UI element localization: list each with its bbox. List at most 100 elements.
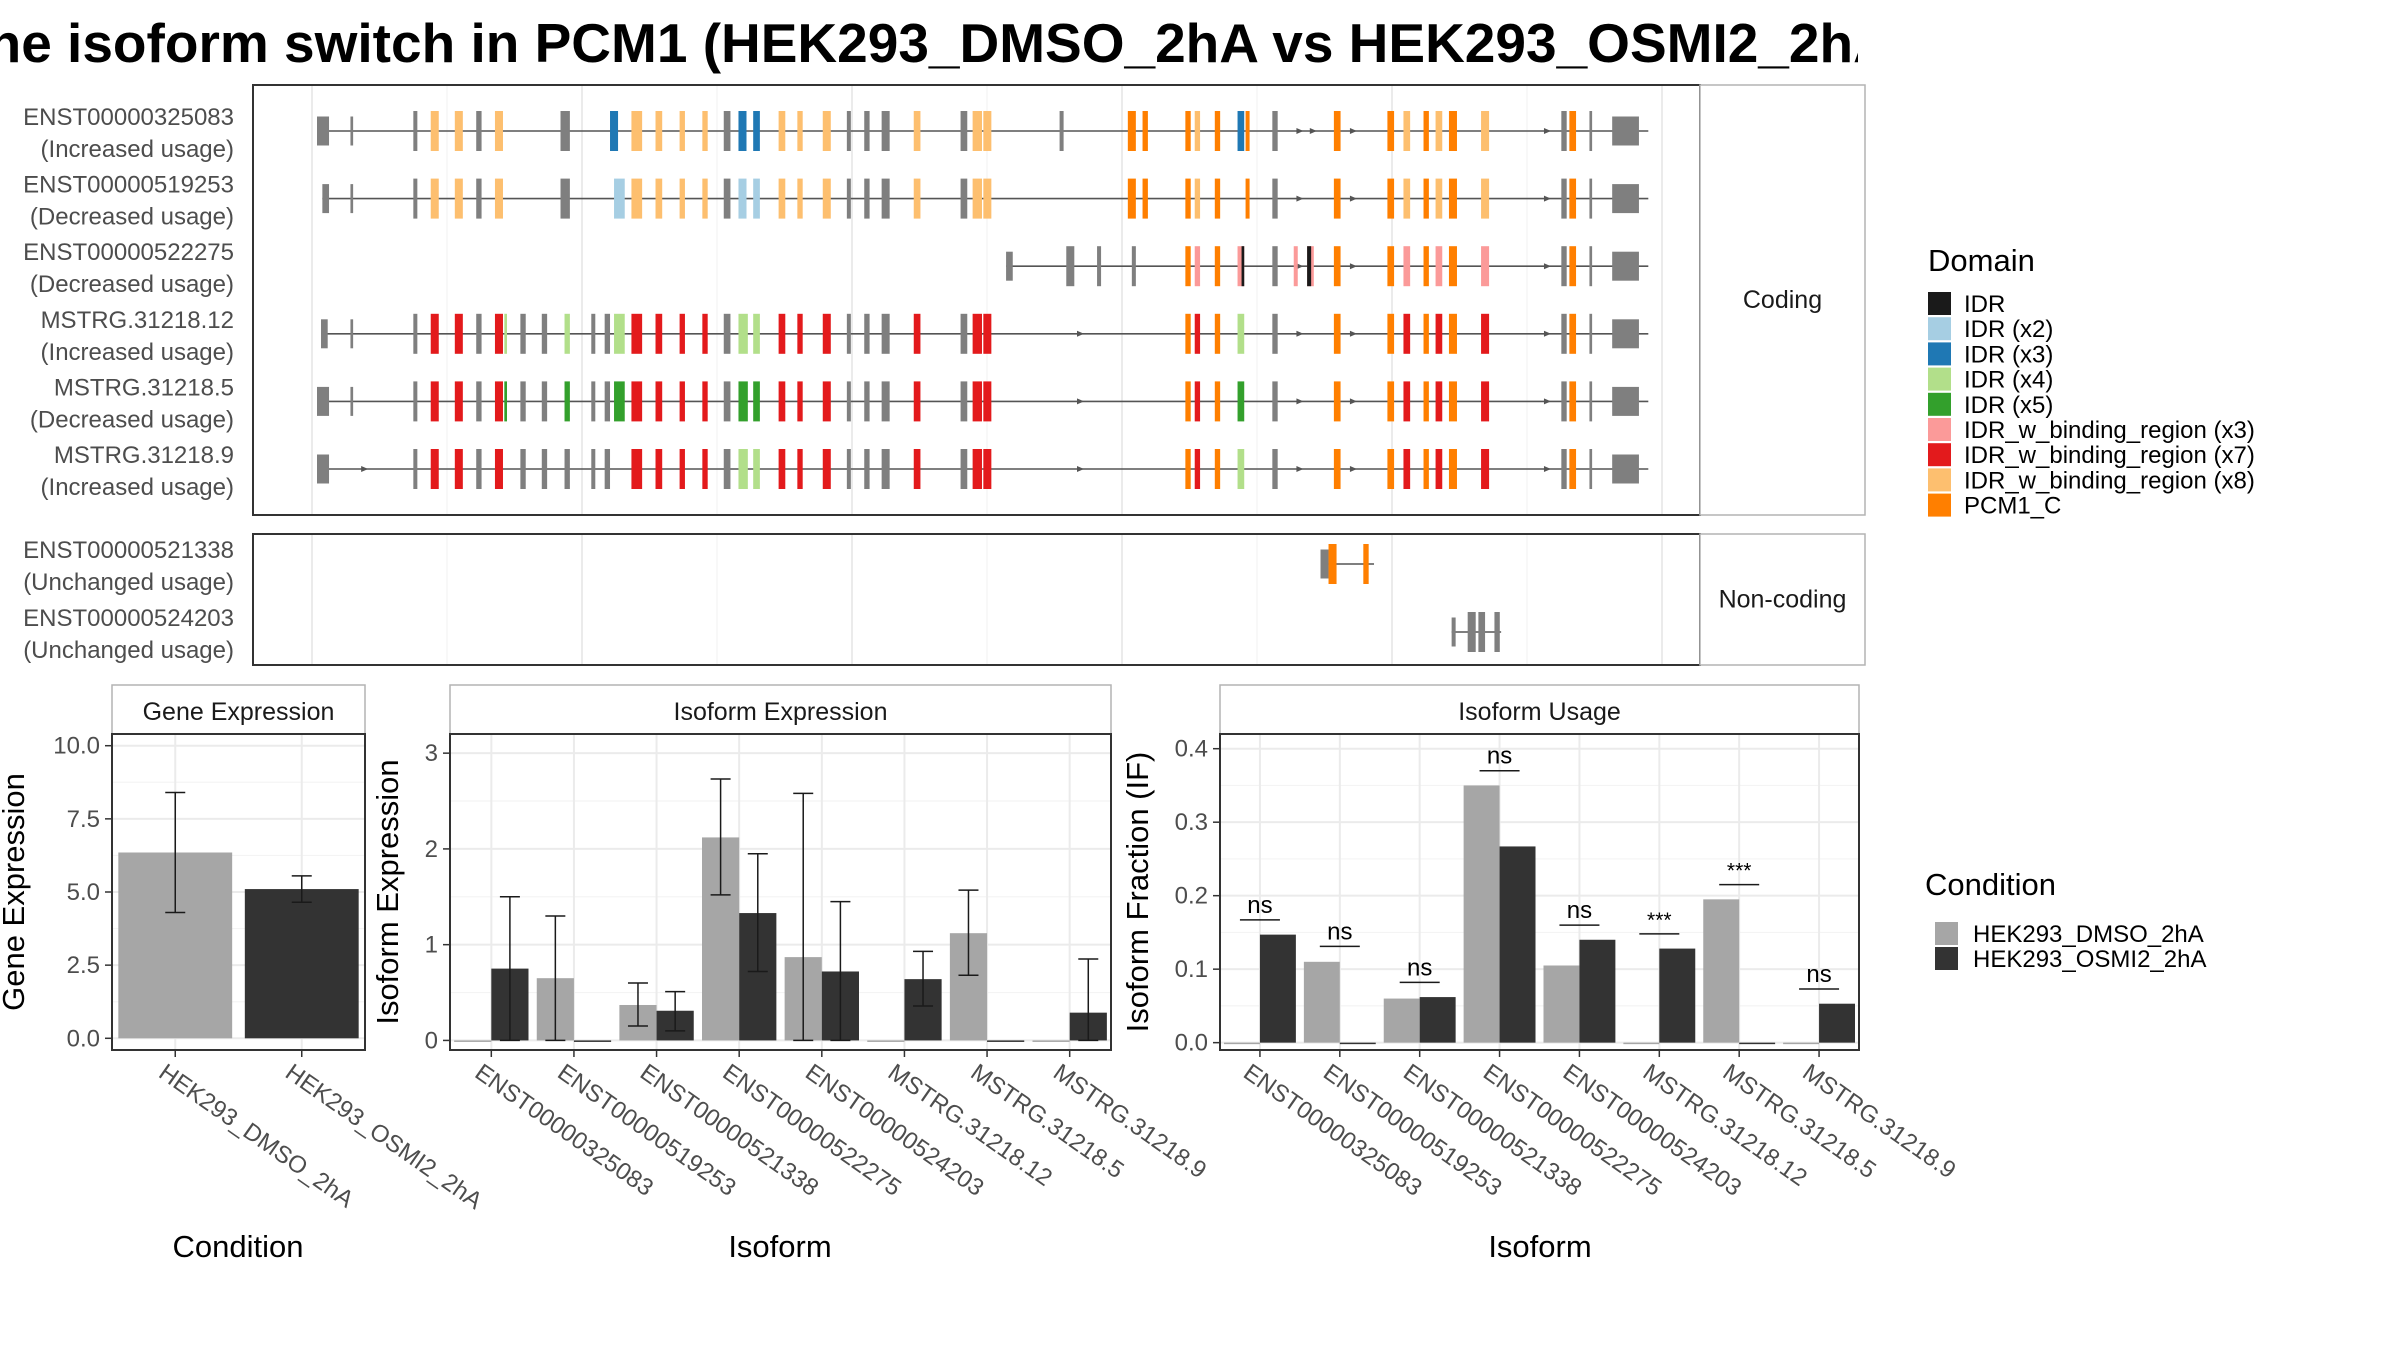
transcript-mstrg.31218.5-exon xyxy=(846,381,851,422)
panel-isoform-expression-y-tick-label: 2 xyxy=(425,836,438,863)
transcript-enst00000519253-exon xyxy=(1403,178,1411,219)
transcript-enst00000325083-exon xyxy=(655,111,663,151)
transcript-enst00000519253-exon xyxy=(476,178,482,219)
transcript-mstrg.31218.9-id: MSTRG.31218.9 xyxy=(54,442,234,469)
transcript-enst00000325083-exon xyxy=(1589,111,1593,151)
transcript-enst00000325083-strand-arrow xyxy=(1296,128,1304,134)
transcript-mstrg.31218.5-exon xyxy=(738,381,748,422)
transcript-mstrg.31218.9-exon xyxy=(413,449,418,489)
transcript-mstrg.31218.12-exon xyxy=(702,313,708,354)
transcript-enst00000522275-id: ENST00000522275 xyxy=(23,239,234,266)
transcript-mstrg.31218.12-exon xyxy=(983,313,992,354)
panel-isoform-expression-strip xyxy=(449,684,1112,735)
transcript-enst00000519253-exon xyxy=(960,178,968,219)
domain-legend-label-pcm: PCM1_C xyxy=(1964,493,2061,520)
transcript-enst00000519253-exon xyxy=(350,184,354,214)
noncoding-panel-background xyxy=(253,534,1700,665)
panel-isoform-usage-bar xyxy=(1339,1042,1376,1045)
panel-isoform-expression-y-tick-label: 3 xyxy=(425,740,438,767)
panel-isoform-usage-bar xyxy=(1303,961,1340,1043)
transcript-enst00000325083-exon xyxy=(846,111,851,151)
transcript-enst00000325083-strand-arrow xyxy=(1543,128,1551,134)
transcript-mstrg.31218.9-exon xyxy=(541,449,548,489)
transcript-mstrg.31218.9-exon xyxy=(1448,449,1457,489)
transcript-mstrg.31218.9-exon xyxy=(1569,449,1577,489)
transcript-enst00000519253-exon xyxy=(738,178,747,219)
transcript-enst00000325083-exon xyxy=(1612,116,1639,146)
transcript-enst00000325083-exon xyxy=(913,111,921,151)
transcript-enst00000522275-exon xyxy=(1403,246,1411,287)
transcript-mstrg.31218.12-exon xyxy=(476,313,482,354)
panel-isoform-usage-bar xyxy=(1659,948,1696,1043)
domain-legend-title: Domain xyxy=(1928,243,2035,278)
transcript-enst00000522275-exon xyxy=(1194,246,1201,287)
transcript-mstrg.31218.12-strand-arrow xyxy=(1296,330,1304,337)
panel-isoform-usage-y-tick-label: 0.1 xyxy=(1175,956,1208,983)
transcript-enst00000325083-exon xyxy=(494,111,503,151)
transcript-mstrg.31218.12-exon xyxy=(1272,313,1278,354)
domain-legend-label-wbr7: IDR_w_binding_region (x7) xyxy=(1964,442,2255,469)
transcript-mstrg.31218.5-exon xyxy=(702,381,708,422)
transcript-enst00000519253-exon xyxy=(983,178,992,219)
panel-isoform-usage-significance-label: ns xyxy=(1487,743,1512,770)
panel-isoform-usage-bar xyxy=(1819,1003,1856,1043)
transcript-enst00000325083-exon xyxy=(738,111,747,151)
transcript-mstrg.31218.5-exon xyxy=(881,381,890,422)
transcript-mstrg.31218.5-exon xyxy=(753,381,760,422)
transcript-enst00000325083-exon xyxy=(430,111,439,151)
transcript-mstrg.31218.5-exon xyxy=(1569,381,1577,422)
transcript-mstrg.31218.12-exon xyxy=(1387,313,1395,354)
transcript-mstrg.31218.12-exon xyxy=(655,313,663,354)
panel-isoform-usage-strip xyxy=(1219,684,1860,735)
transcript-enst00000519253-exon xyxy=(1194,178,1201,219)
transcript-enst00000522275-exon xyxy=(1293,246,1298,287)
transcript-mstrg.31218.9-exon xyxy=(1387,449,1395,489)
transcript-enst00000519253-exon xyxy=(753,178,760,219)
transcript-enst00000325083-exon xyxy=(631,111,643,151)
noncoding-panel-strip xyxy=(1699,533,1866,666)
transcript-mstrg.31218.9-strand-arrow xyxy=(361,466,369,472)
transcript-enst00000522275-exon xyxy=(1589,246,1593,287)
transcript-mstrg.31218.9-exon xyxy=(1237,449,1245,489)
domain-legend-label-idr5: IDR (x5) xyxy=(1964,392,2053,419)
transcript-enst00000519253-exon xyxy=(1561,178,1567,219)
coding-panel-strip xyxy=(1699,84,1866,516)
domain-legend-label-wbr3: IDR_w_binding_region (x3) xyxy=(1964,417,2255,444)
domain-legend-key-wbr7 xyxy=(1928,443,1951,467)
transcript-mstrg.31218.12-exon xyxy=(631,313,643,354)
transcript-enst00000522275-exon xyxy=(1333,246,1341,287)
transcript-mstrg.31218.5-exon xyxy=(1237,381,1245,422)
panel-isoform-usage-significance-label: ns xyxy=(1247,892,1272,919)
panel-isoform-usage-significance-label: ns xyxy=(1407,954,1432,981)
transcript-mstrg.31218.9-exon xyxy=(1589,449,1593,489)
coding-panel-background xyxy=(253,85,1700,515)
transcript-enst00000325083-exon xyxy=(983,111,992,151)
domain-legend-label-idr2: IDR (x2) xyxy=(1964,316,2053,343)
transcript-mstrg.31218.12-exon xyxy=(913,313,921,354)
transcript-mstrg.31218.9-exon xyxy=(520,449,526,489)
transcript-mstrg.31218.9-exon xyxy=(881,449,890,489)
transcript-mstrg.31218.9-exon xyxy=(983,449,992,489)
transcript-enst00000325083-exon xyxy=(797,111,803,151)
transcript-mstrg.31218.12-exon xyxy=(881,313,890,354)
transcript-mstrg.31218.12-strand-arrow xyxy=(1543,330,1551,337)
transcript-mstrg.31218.12-exon xyxy=(1569,313,1577,354)
transcript-mstrg.31218.5-exon xyxy=(723,381,731,422)
transcript-mstrg.31218.12-exon xyxy=(350,319,354,349)
transcript-enst00000519253-strand-arrow xyxy=(1296,195,1304,202)
panel-gene-expression-bar xyxy=(244,889,359,1039)
transcript-mstrg.31218.12-exon xyxy=(972,313,982,354)
panel-isoform-expression-bar xyxy=(867,1040,905,1042)
transcript-mstrg.31218.12-exon xyxy=(797,313,803,354)
transcript-mstrg.31218.5-usage: (Decreased usage) xyxy=(30,406,234,433)
transcript-mstrg.31218.5-exon xyxy=(972,381,982,422)
transcript-mstrg.31218.5-exon xyxy=(1333,381,1341,422)
panel-isoform-usage-border xyxy=(1219,733,1860,1051)
transcript-enst00000325083-exon xyxy=(1333,111,1341,151)
transcript-enst00000519253-exon xyxy=(1214,178,1221,219)
panel-gene-expression-x-tick-label: HEK293_OSMI2_2hA xyxy=(280,1059,487,1215)
transcript-mstrg.31218.12-exon xyxy=(1237,313,1245,354)
transcript-enst00000519253-usage: (Decreased usage) xyxy=(30,204,234,231)
transcript-enst00000325083-exon xyxy=(881,111,890,151)
